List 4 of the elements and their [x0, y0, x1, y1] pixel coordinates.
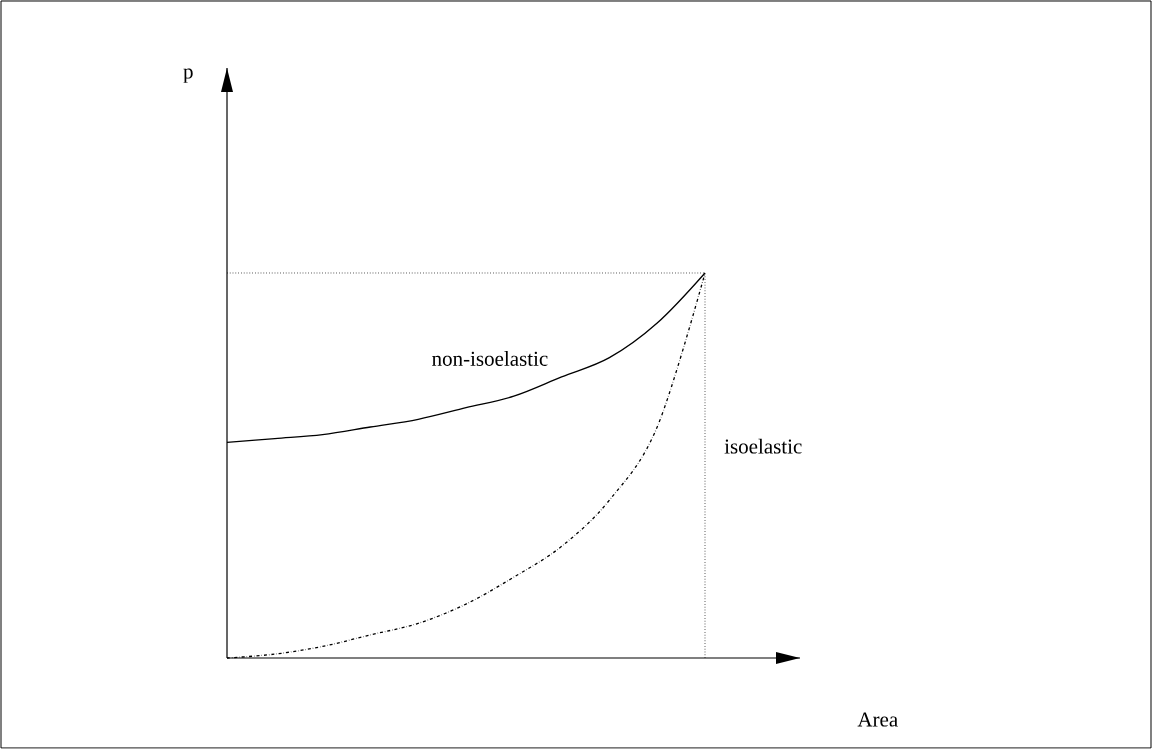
series-label: non-isoelastic	[432, 351, 548, 366]
text: isoelastic	[724, 438, 802, 454]
text: p	[183, 68, 193, 83]
text: Area	[857, 712, 898, 727]
